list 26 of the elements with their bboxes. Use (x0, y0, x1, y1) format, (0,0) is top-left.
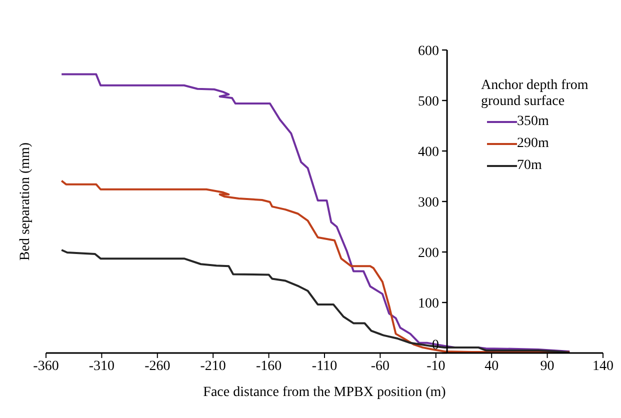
y-tick-label: 100 (418, 296, 440, 312)
line-series (60, 180, 571, 353)
y-tick-label: 500 (418, 94, 440, 110)
legend-label: 350m (517, 114, 549, 130)
x-tick-label: -110 (312, 358, 338, 374)
y-tick-label: 400 (418, 144, 440, 160)
x-tick-label: -10 (426, 358, 446, 374)
y-tick-label: 600 (418, 44, 440, 59)
x-tick-label: 140 (592, 358, 614, 374)
line-series (60, 248, 571, 353)
legend-title: Anchor depth from ground surface (481, 78, 590, 110)
x-tick-label: -360 (33, 358, 59, 374)
x-tick-label: 40 (484, 358, 499, 374)
x-tick-label: -60 (370, 358, 390, 374)
legend-label: 290m (517, 136, 549, 152)
x-axis-title: Face distance from the MPBX position (m) (203, 385, 446, 400)
y-axis-title: Bed separation (mm) (18, 142, 33, 261)
x-tick-label: -160 (256, 358, 282, 374)
x-tick-label: 90 (540, 358, 554, 374)
x-tick-label: -260 (144, 358, 170, 374)
y-tick-label: 0 (432, 338, 440, 353)
y-tick-label: 200 (418, 246, 440, 261)
y-tick-label: 300 (418, 195, 440, 210)
x-tick-label: -310 (88, 358, 115, 374)
x-tick-label: -210 (200, 358, 226, 374)
legend-label: 70m (517, 158, 542, 174)
